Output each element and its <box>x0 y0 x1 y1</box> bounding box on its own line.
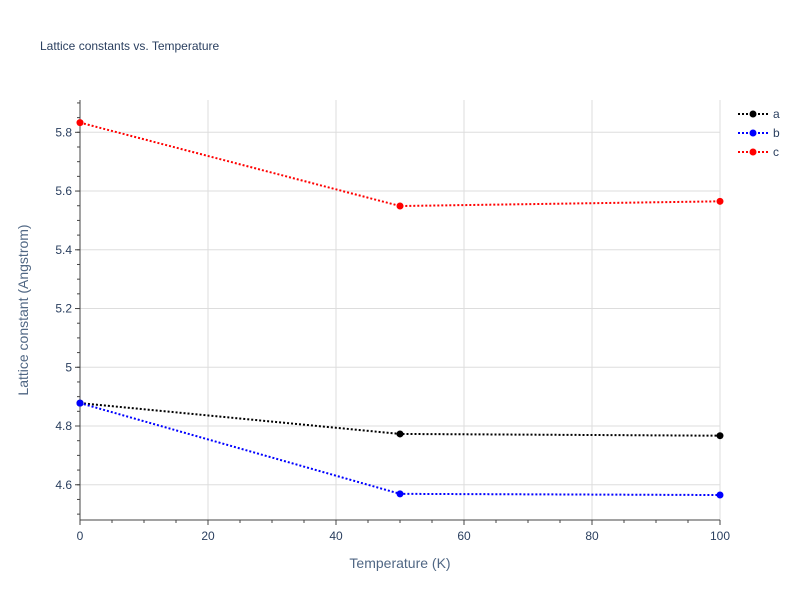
chart-title: Lattice constants vs. Temperature <box>40 39 220 53</box>
legend-swatch-marker <box>749 110 757 118</box>
legend-label: a <box>773 107 780 121</box>
x-tick-label: 80 <box>585 529 599 543</box>
legend-label: b <box>773 126 780 140</box>
x-tick-label: 60 <box>457 529 471 543</box>
legend-swatch-marker <box>749 129 757 137</box>
data-point-c[interactable] <box>716 197 724 205</box>
x-tick-label: 40 <box>329 529 343 543</box>
legend-item-b[interactable]: b <box>738 126 780 140</box>
series-line-b <box>79 402 721 497</box>
series-c <box>76 119 724 210</box>
legend-item-a[interactable]: a <box>738 107 780 121</box>
y-tick-label: 5.4 <box>55 243 72 257</box>
data-point-b[interactable] <box>76 399 84 407</box>
axes: 0 20 40 60 80 100 4.6 4.8 5 5.2 5.4 5.6 5.8 <box>55 100 730 543</box>
y-tick-label: 4.8 <box>55 419 72 433</box>
data-point-a[interactable] <box>716 432 724 440</box>
grid <box>80 100 721 520</box>
data-point-b[interactable] <box>716 491 724 499</box>
data-point-c[interactable] <box>396 202 404 210</box>
x-tick-label: 20 <box>201 529 215 543</box>
y-tick-label: 5.6 <box>55 184 72 198</box>
x-tick-label: 100 <box>710 529 730 543</box>
y-tick-label: 5.2 <box>55 302 72 316</box>
legend-item-c[interactable]: c <box>738 145 779 159</box>
x-tick-label: 0 <box>77 529 84 543</box>
y-axis-label: Lattice constant (Angstrom) <box>15 224 31 395</box>
series-line-c <box>79 121 721 208</box>
legend-label: c <box>773 145 779 159</box>
y-tick-label: 5 <box>65 360 72 374</box>
x-axis-label: Temperature (K) <box>349 555 450 571</box>
y-tick-label: 5.8 <box>55 125 72 139</box>
series-a <box>76 399 724 440</box>
series-plot-area <box>76 119 724 499</box>
legend-swatch-marker <box>749 148 757 156</box>
series-b <box>76 399 724 499</box>
data-point-b[interactable] <box>396 490 404 498</box>
legend[interactable]: abc <box>738 107 780 159</box>
data-point-a[interactable] <box>396 430 404 438</box>
y-tick-label: 4.6 <box>55 478 72 492</box>
data-point-c[interactable] <box>76 119 84 127</box>
